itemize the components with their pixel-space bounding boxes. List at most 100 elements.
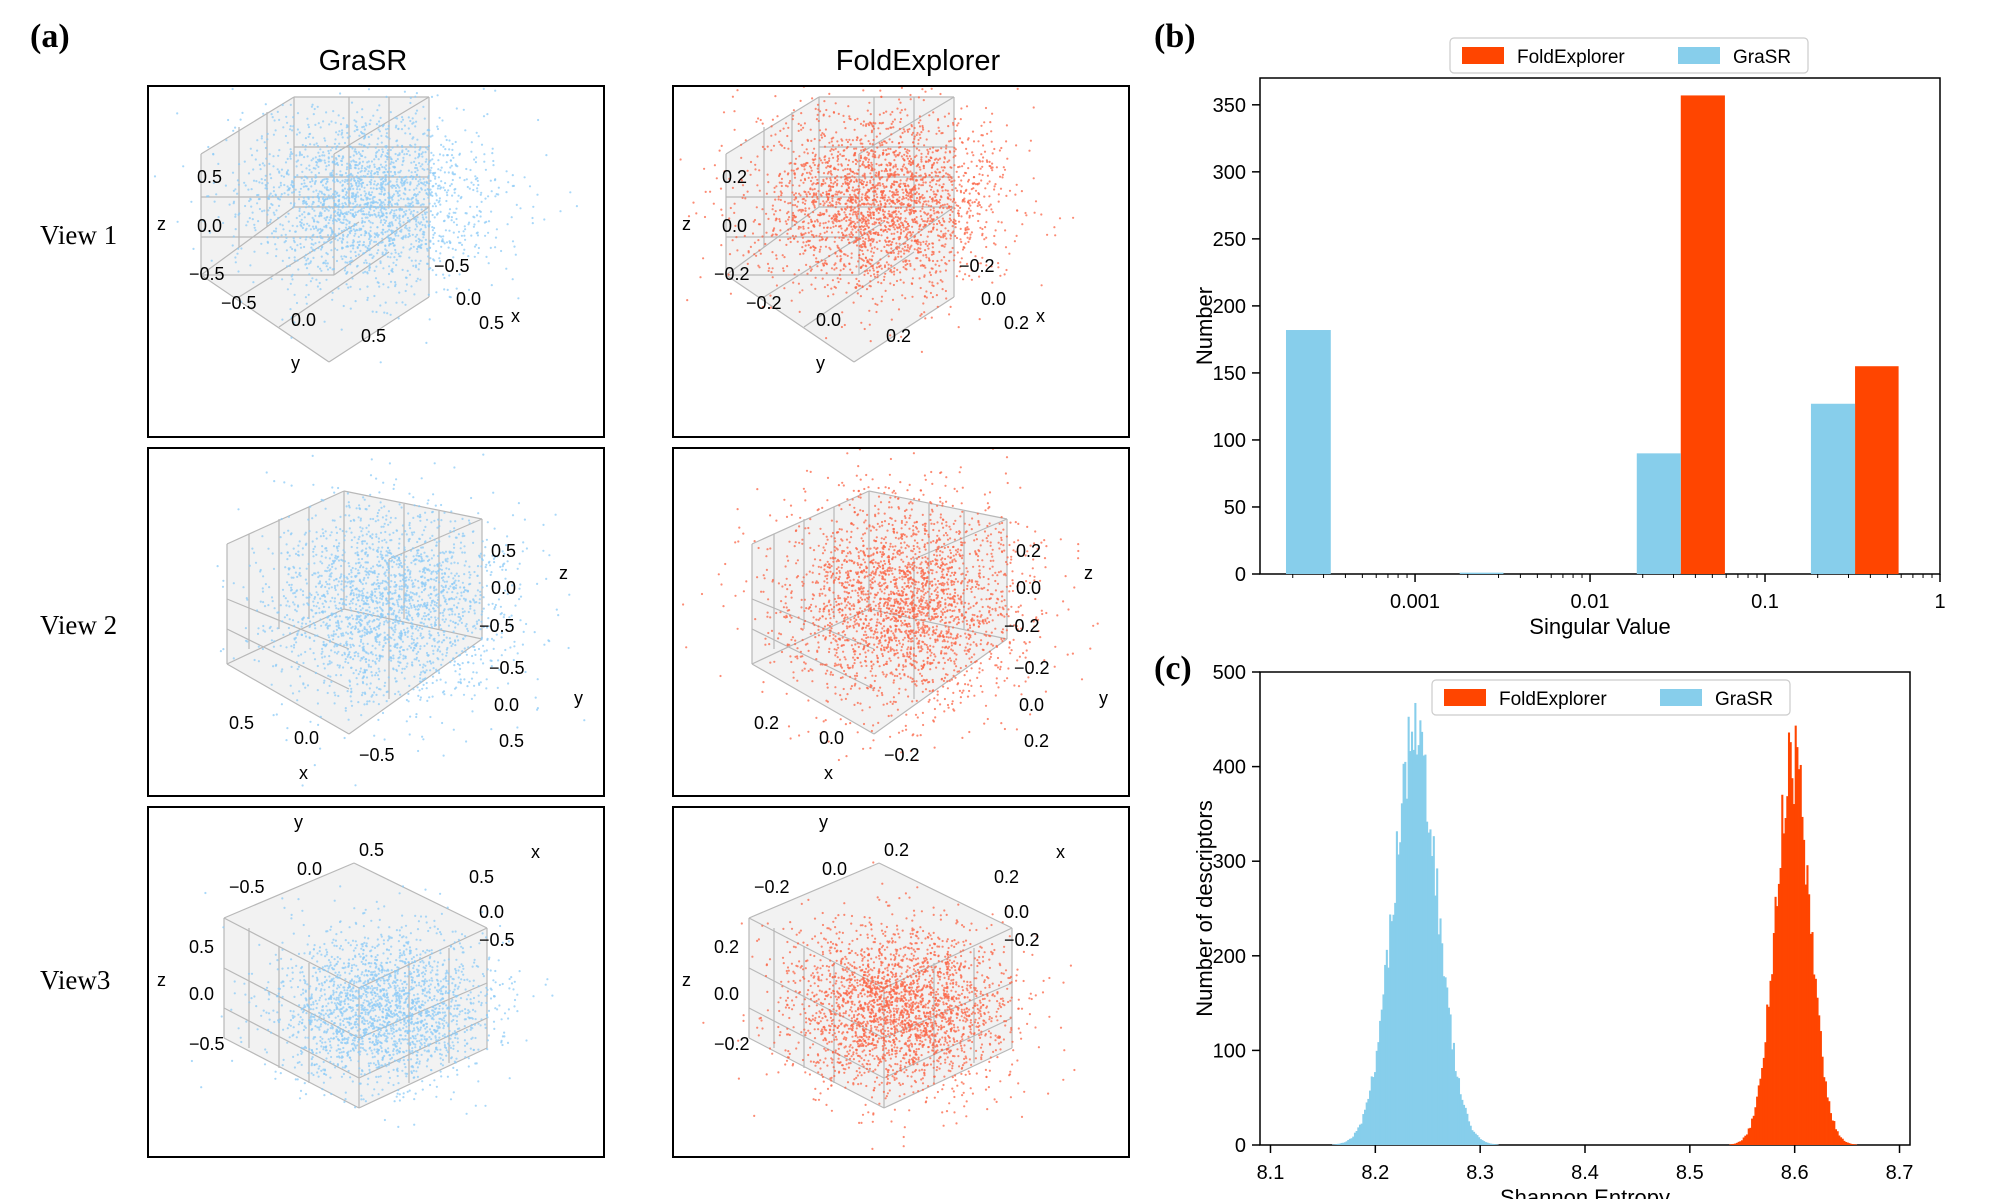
scatter-point	[915, 179, 918, 182]
scatter-point	[809, 218, 813, 221]
scatter-point	[307, 187, 310, 190]
scatter-point	[892, 226, 895, 229]
scatter-point	[846, 190, 850, 193]
scatter-point	[873, 246, 876, 249]
scatter-point	[930, 176, 933, 179]
scatter-point	[968, 192, 971, 195]
scatter-point	[391, 239, 394, 242]
scatter-point	[864, 228, 867, 231]
scatter-point	[402, 246, 405, 249]
scatter-point	[411, 137, 414, 140]
scatter-point	[918, 196, 921, 199]
scatter-point	[948, 217, 951, 220]
scatter-point	[930, 87, 933, 90]
scatter-point	[373, 240, 376, 243]
scatter-point	[346, 180, 349, 183]
scatter-point	[811, 97, 814, 100]
scatter-point	[408, 205, 411, 208]
scatter-point	[405, 227, 408, 230]
scatter-point	[342, 189, 345, 193]
scatter-point	[387, 224, 390, 228]
scatter-point	[881, 182, 884, 186]
scatter-point	[880, 95, 883, 98]
scatter-point	[919, 314, 922, 317]
scatter-point	[405, 152, 408, 156]
scatter-point	[412, 264, 415, 267]
scatter-point	[387, 286, 390, 289]
scatter-point	[865, 203, 868, 206]
scatter-point	[253, 250, 256, 253]
scatter-point	[374, 172, 377, 175]
scatter-point	[483, 160, 486, 163]
scatter-point	[326, 234, 330, 237]
scatter-point	[289, 125, 292, 128]
scatter-point	[373, 269, 376, 272]
scatter-point	[372, 176, 375, 179]
scatter-point	[828, 193, 831, 196]
scatter-point	[245, 224, 248, 227]
scatter-point	[878, 164, 881, 167]
scatter-point	[872, 127, 876, 130]
scatter-point	[394, 248, 397, 252]
scatter-point	[477, 183, 480, 187]
scatter-point	[771, 118, 774, 121]
scatter-point	[899, 179, 902, 182]
scatter-point	[788, 216, 791, 219]
scatter-point	[424, 160, 427, 163]
scatter-point	[837, 210, 840, 213]
scatter-point	[787, 202, 790, 205]
scatter-point	[464, 228, 467, 231]
scatter-point	[937, 219, 941, 223]
scatter-point	[438, 257, 441, 260]
grid-line	[200, 96, 295, 155]
scatter-point	[867, 239, 870, 242]
scatter-point	[928, 242, 931, 246]
scatter-point	[780, 177, 783, 180]
scatter-point	[322, 262, 325, 265]
scatter-point	[281, 318, 284, 321]
scatter-point	[783, 146, 786, 150]
scatter-point	[528, 185, 532, 188]
scatter-point	[263, 164, 266, 167]
scatter-point	[426, 168, 429, 171]
scatter-point	[822, 133, 826, 136]
scatter-point	[905, 268, 908, 271]
scatter-point	[819, 193, 822, 196]
scatter-point	[382, 171, 385, 174]
scatter-point	[848, 233, 851, 236]
scatter-point	[374, 277, 378, 280]
scatter-point	[383, 218, 386, 221]
scatter-point	[437, 168, 440, 171]
scatter-point	[288, 128, 292, 131]
scatter-point	[381, 237, 384, 240]
scatter-point	[763, 148, 766, 151]
scatter-point	[384, 154, 387, 157]
scatter-point	[376, 252, 379, 255]
scatter-point	[806, 138, 809, 141]
scatter-point	[324, 161, 327, 164]
scatter-point	[333, 142, 336, 145]
scatter-point	[308, 168, 311, 171]
scatter-point	[455, 287, 458, 290]
scatter-point	[305, 167, 308, 170]
scatter-point	[729, 206, 732, 210]
scatter-point	[345, 245, 348, 248]
scatter-point	[981, 160, 984, 163]
scatter-point	[351, 174, 354, 177]
scatter-point	[977, 201, 981, 204]
scatter-point	[825, 272, 828, 275]
scatter-point	[806, 152, 809, 155]
scatter-point	[393, 212, 396, 215]
scatter-point	[976, 204, 979, 208]
scatter-point	[810, 169, 813, 172]
scatter-point	[368, 267, 371, 270]
scatter-point	[415, 225, 419, 228]
scatter-point	[414, 266, 418, 269]
scatter-point	[932, 146, 935, 149]
scatter-point	[1001, 173, 1005, 176]
scatter-point	[359, 288, 362, 291]
scatter-point	[297, 630, 300, 633]
scatter-point	[848, 262, 851, 266]
scatter-point	[332, 267, 336, 271]
scatter-point	[929, 181, 932, 184]
